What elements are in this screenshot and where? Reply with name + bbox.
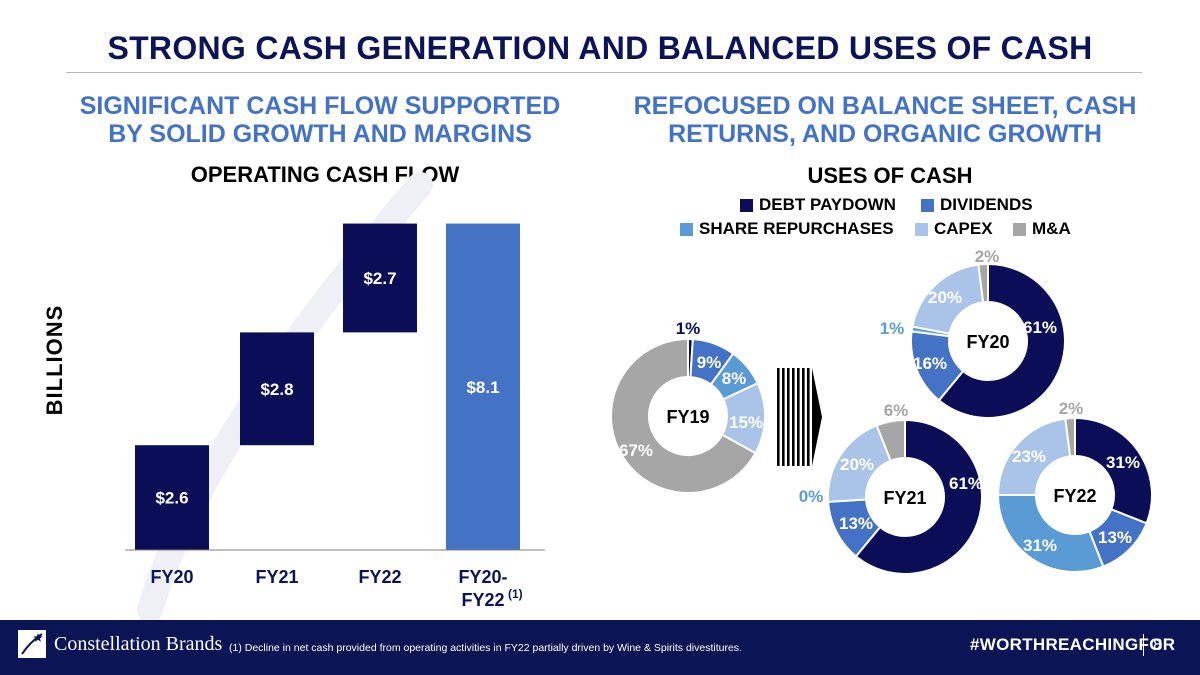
- footnote: (1) Decline in net cash provided from op…: [229, 642, 742, 654]
- page-number: 8: [1153, 635, 1162, 655]
- donut-data-label: 23%: [1012, 447, 1046, 466]
- arrow-stripe: [802, 368, 805, 466]
- uses-of-cash-donuts: FY19 1% 9%8% 15% 67% FY20 61% 16% 1% 20% 2% FY21 61%…: [0, 0, 1200, 620]
- donut-data-label: 67%: [619, 441, 653, 460]
- footer-bar: Constellation Brands (1) Decline in net …: [0, 620, 1200, 675]
- donut-center-label: FY22: [1053, 486, 1096, 506]
- donut-slice: [998, 495, 1103, 572]
- donut-center-label: FY21: [883, 488, 926, 508]
- donut-data-label: 31%: [1023, 536, 1057, 555]
- donut-data-label: 6%: [884, 401, 909, 420]
- donut-data-label: 13%: [1098, 528, 1132, 547]
- donut-data-label: 61%: [1023, 318, 1057, 337]
- donut-data-label: 9%: [697, 353, 722, 372]
- arrow-stripe: [777, 368, 780, 466]
- donut-data-label: 20%: [928, 288, 962, 307]
- arrow-stripe: [792, 368, 795, 466]
- donut-fy21: FY21 61% 13% 0% 20% 6%: [799, 401, 983, 574]
- donut-data-label: 16%: [913, 354, 947, 373]
- donut-fy22: FY22 31% 13% 31% 23% 2%: [998, 399, 1152, 572]
- arrow-stripe: [787, 368, 790, 466]
- star-logo-icon: [18, 630, 46, 658]
- donut-data-label: 15%: [729, 413, 763, 432]
- arrow-stripe: [797, 368, 800, 466]
- striped-arrow-icon: [777, 368, 822, 466]
- brand-name: Constellation Brands: [54, 633, 222, 656]
- footer-divider: [1143, 634, 1144, 656]
- donut-fy20: FY20 61% 16% 1% 20% 2%: [880, 247, 1065, 418]
- arrow-stripe: [807, 368, 810, 466]
- donut-data-label: 20%: [840, 455, 874, 474]
- donut-center-label: FY20: [966, 332, 1009, 352]
- donut-data-label: 31%: [1106, 453, 1140, 472]
- donut-data-label: 0%: [799, 487, 824, 506]
- donut-data-label: 8%: [722, 369, 747, 388]
- donut-fy19: FY19 1% 9%8% 15% 67%: [611, 319, 765, 493]
- donut-data-label: 61%: [949, 474, 983, 493]
- donut-data-label: 1%: [880, 319, 905, 338]
- hashtag: #WORTHREACHINGFOR: [970, 635, 1175, 655]
- donut-data-label: 2%: [1059, 399, 1084, 418]
- donut-data-label: 13%: [839, 514, 873, 533]
- donut-data-label: 2%: [975, 247, 1000, 266]
- donut-data-label: 1%: [676, 319, 701, 338]
- company-logo: Constellation Brands: [18, 630, 222, 658]
- arrow-head: [812, 368, 822, 466]
- donut-center-label: FY19: [666, 407, 709, 427]
- arrow-stripe: [782, 368, 785, 466]
